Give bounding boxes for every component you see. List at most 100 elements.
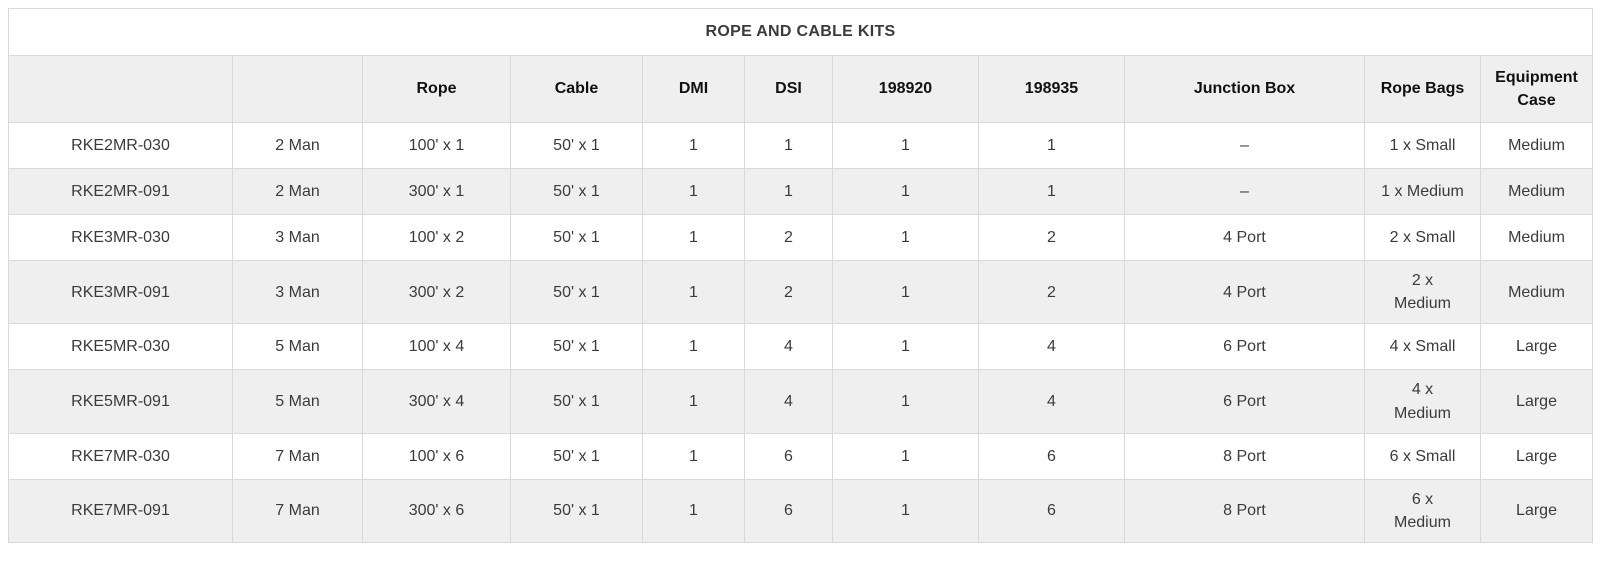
- cell-model: RKE7MR-030: [8, 432, 233, 480]
- cell-dsi: 6: [744, 478, 833, 544]
- table-body: RKE2MR-030 2 Man 100' x 1 50' x 1 1 1 1 1–1 x S…: [8, 122, 1594, 544]
- cell-198935: 2: [978, 259, 1125, 325]
- cell-rope: 100' x 6: [362, 432, 511, 480]
- cell-198920: 1: [832, 432, 979, 480]
- cell-dsi: 2: [744, 259, 833, 325]
- cell-198935: 4: [978, 323, 1125, 371]
- cell-team-size: 5 Man: [232, 323, 363, 371]
- cell-dsi: 2: [744, 214, 833, 261]
- cell-junction-box: 4 Port: [1124, 259, 1365, 325]
- cell-dmi: 1: [642, 168, 745, 215]
- rope-cable-kits-table: ROPE AND CABLE KITS Rope Cable DMI DSI 1…: [7, 8, 1594, 544]
- cell-dsi: 4: [744, 369, 833, 434]
- table-title: ROPE AND CABLE KITS: [7, 8, 1594, 56]
- cell-cable: 50' x 1: [510, 214, 643, 261]
- header-team-size: [232, 55, 363, 123]
- cell-equipment-case: Large: [1479, 323, 1594, 371]
- cell-model: RKE5MR-030: [8, 323, 233, 371]
- cell-dsi: 1: [744, 122, 833, 169]
- cell-rope-bags: 6 x Small: [1364, 432, 1481, 480]
- cell-model: RKE3MR-030: [8, 214, 233, 261]
- cell-198920: 1: [832, 259, 979, 325]
- cell-dmi: 1: [642, 478, 745, 544]
- cell-cable: 50' x 1: [510, 122, 643, 169]
- cell-cable: 50' x 1: [510, 369, 643, 434]
- cell-equipment-case: Medium: [1479, 168, 1594, 215]
- cell-equipment-case: Large: [1479, 478, 1594, 544]
- cell-rope: 300' x 6: [362, 478, 511, 544]
- table-row: RKE2MR-091 2 Man 300' x 1 50' x 1 1 1 1 1–1 x M…: [8, 168, 1594, 215]
- cell-team-size: 2 Man: [232, 168, 363, 215]
- cell-equipment-case: Medium: [1479, 259, 1594, 325]
- cell-model: RKE7MR-091: [8, 478, 233, 544]
- cell-rope: 100' x 2: [362, 214, 511, 261]
- cell-cable: 50' x 1: [510, 259, 643, 325]
- cell-198920: 1: [832, 369, 979, 434]
- cell-rope-bags: 6 x Medium: [1364, 478, 1481, 544]
- cell-dmi: 1: [642, 432, 745, 480]
- cell-198935: 1: [978, 122, 1125, 169]
- cell-junction-box: –: [1124, 122, 1365, 169]
- cell-team-size: 3 Man: [232, 259, 363, 325]
- cell-198920: 1: [832, 323, 979, 371]
- cell-model: RKE3MR-091: [8, 259, 233, 325]
- cell-dmi: 1: [642, 259, 745, 325]
- cell-dsi: 4: [744, 323, 833, 371]
- cell-equipment-case: Medium: [1479, 214, 1594, 261]
- cell-198935: 4: [978, 369, 1125, 434]
- cell-junction-box: 4 Port: [1124, 214, 1365, 261]
- cell-rope: 300' x 2: [362, 259, 511, 325]
- cell-dmi: 1: [642, 323, 745, 371]
- cell-junction-box: 6 Port: [1124, 323, 1365, 371]
- cell-cable: 50' x 1: [510, 432, 643, 480]
- header-model: [8, 55, 233, 123]
- cell-rope-bags: 1 x Medium: [1364, 168, 1481, 215]
- cell-rope-bags: 1 x Small: [1364, 122, 1481, 169]
- table-row: RKE2MR-030 2 Man 100' x 1 50' x 1 1 1 1 1–1 x S…: [8, 122, 1594, 169]
- cell-dmi: 1: [642, 122, 745, 169]
- cell-rope: 300' x 1: [362, 168, 511, 215]
- header-dsi: DSI: [744, 55, 833, 123]
- cell-rope: 300' x 4: [362, 369, 511, 434]
- cell-cable: 50' x 1: [510, 323, 643, 371]
- cell-198935: 2: [978, 214, 1125, 261]
- cell-198920: 1: [832, 214, 979, 261]
- cell-cable: 50' x 1: [510, 478, 643, 544]
- cell-rope: 100' x 4: [362, 323, 511, 371]
- table-title-row: ROPE AND CABLE KITS: [7, 8, 1594, 56]
- cell-equipment-case: Large: [1479, 369, 1594, 434]
- cell-team-size: 7 Man: [232, 478, 363, 544]
- header-dmi: DMI: [642, 55, 745, 123]
- header-198920: 198920: [832, 55, 979, 123]
- cell-198920: 1: [832, 122, 979, 169]
- header-rope: Rope: [362, 55, 511, 123]
- cell-model: RKE5MR-091: [8, 369, 233, 434]
- header-rope-bags: Rope Bags: [1364, 55, 1481, 123]
- header-junction-box: Junction Box: [1124, 55, 1365, 123]
- cell-team-size: 2 Man: [232, 122, 363, 169]
- cell-team-size: 5 Man: [232, 369, 363, 434]
- cell-team-size: 3 Man: [232, 214, 363, 261]
- cell-model: RKE2MR-091: [8, 168, 233, 215]
- cell-equipment-case: Large: [1479, 432, 1594, 480]
- cell-junction-box: –: [1124, 168, 1365, 215]
- header-198935: 198935: [978, 55, 1125, 123]
- cell-cable: 50' x 1: [510, 168, 643, 215]
- cell-198935: 6: [978, 478, 1125, 544]
- header-equipment-case: Equipment Case: [1479, 55, 1594, 123]
- cell-dsi: 6: [744, 432, 833, 480]
- cell-198920: 1: [832, 478, 979, 544]
- cell-dmi: 1: [642, 369, 745, 434]
- cell-rope-bags: 2 x Medium: [1364, 259, 1481, 325]
- cell-dmi: 1: [642, 214, 745, 261]
- cell-198920: 1: [832, 168, 979, 215]
- cell-rope-bags: 4 x Medium: [1364, 369, 1481, 434]
- cell-junction-box: 8 Port: [1124, 478, 1365, 544]
- cell-model: RKE2MR-030: [8, 122, 233, 169]
